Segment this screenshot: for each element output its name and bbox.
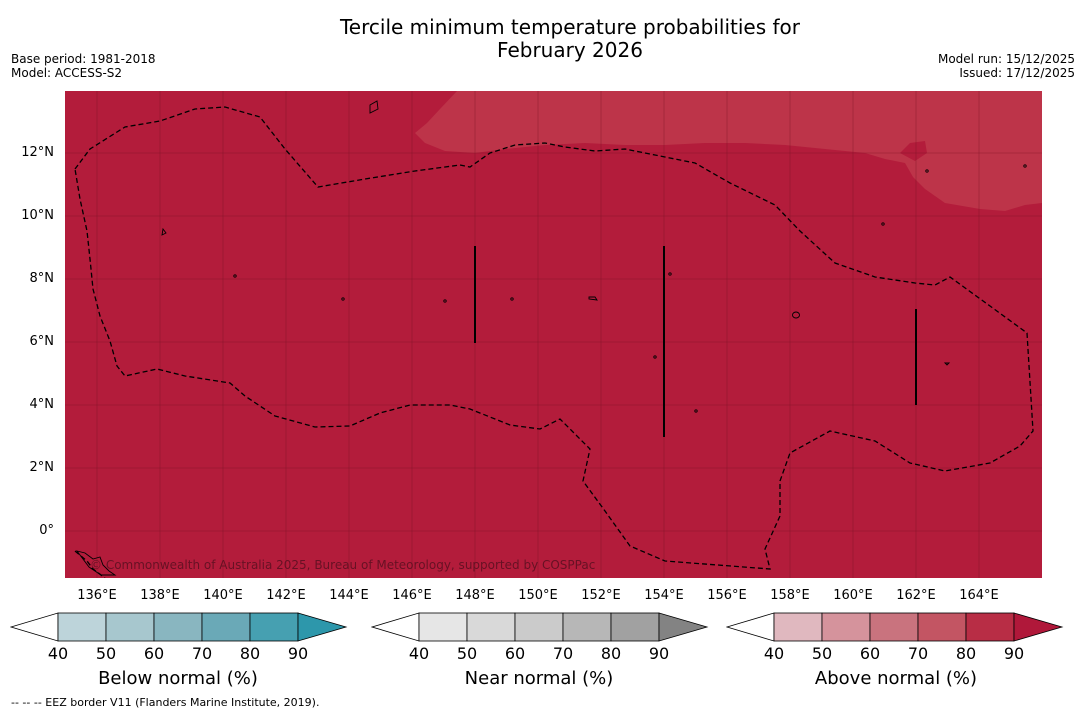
colorbar-title: Above normal (%) [814,668,978,689]
colorbar-tick: 60 [504,644,526,663]
higher-probability-region [415,91,1042,211]
lon-label: 138°E [140,588,180,603]
map-background [65,91,1042,578]
colorbar-segment [821,612,871,642]
colorbar-segment [1013,612,1064,642]
colorbar-segment [297,612,348,642]
lon-label: 160°E [833,588,873,603]
lon-label: 152°E [581,588,621,603]
colorbar-tick: 90 [287,644,309,663]
colorbar-title: Near normal (%) [464,668,614,689]
lon-label: 158°E [770,588,810,603]
colorbar-near-normal [371,612,709,642]
colorbar-above-normal [726,612,1064,642]
eez-footnote: -- -- -- EEZ border V11 (Flanders Marine… [11,696,320,709]
lon-label: 140°E [203,588,243,603]
colorbar-segment [869,612,919,642]
colorbar-segment [153,612,203,642]
colorbar-segment [965,612,1015,642]
colorbar-segment [249,612,299,642]
lat-label: 2°N [29,460,55,475]
higher-probability-region [900,141,927,161]
colorbar-segment [610,612,660,642]
lat-label: 4°N [29,397,55,412]
colorbar-segment [726,612,775,642]
colorbar-tick: 70 [191,644,213,663]
colorbar-tick: 70 [907,644,929,663]
colorbar-tick: 60 [859,644,881,663]
colorbar-segment [658,612,709,642]
copyright-credit: © Commonwealth of Australia 2025, Bureau… [90,558,596,572]
map-panel: © Commonwealth of Australia 2025, Bureau… [65,91,1042,578]
lat-label: 12°N [21,145,54,160]
lon-label: 142°E [266,588,306,603]
colorbar-tick: 50 [811,644,833,663]
lon-label: 156°E [707,588,747,603]
colorbar-tick: 50 [456,644,478,663]
colorbar-tick: 40 [763,644,785,663]
model-run-text: Model run: 15/12/2025 [937,52,1075,66]
colorbar-tick: 40 [47,644,69,663]
model-text: Model: ACCESS-S2 [11,66,123,80]
lon-label: 146°E [392,588,432,603]
lon-label: 136°E [77,588,117,603]
colorbar-below-normal [10,612,348,642]
colorbar-segment [514,612,564,642]
colorbar-tick: 90 [648,644,670,663]
colorbar-segment [371,612,420,642]
colorbar-tick: 60 [143,644,165,663]
lon-label: 150°E [518,588,558,603]
small-islands [75,100,1027,576]
colorbar-tick: 80 [239,644,261,663]
island-markers [474,246,917,437]
colorbar-title: Below normal (%) [98,668,258,689]
colorbar-segment [917,612,967,642]
chart-title: Tercile minimum temperature probabilitie… [0,16,1085,62]
issued-text: Issued: 17/12/2025 [959,66,1075,80]
lon-label: 162°E [896,588,936,603]
colorbar-tick: 40 [408,644,430,663]
colorbar-tick: 80 [600,644,622,663]
base-period-text: Base period: 1981-2018 [11,52,156,66]
colorbar-tick: 50 [95,644,117,663]
meta-left: Base period: 1981-2018 Model: ACCESS-S2 [11,52,156,80]
lon-label: 144°E [329,588,369,603]
colorbar-segment [10,612,59,642]
lat-label: 10°N [21,208,54,223]
lon-label: 154°E [644,588,684,603]
lat-label: 0° [39,523,54,538]
meta-right: Model run: 15/12/2025 Issued: 17/12/2025 [938,52,1075,80]
colorbar-segment [466,612,516,642]
colorbar-segment [201,612,251,642]
colorbar-tick: 70 [552,644,574,663]
lat-label: 8°N [29,271,55,286]
colorbar-segment [562,612,612,642]
lat-label: 6°N [29,334,55,349]
gridlines [65,91,1042,578]
title-line-1: Tercile minimum temperature probabilitie… [339,15,801,39]
colorbar-segment [57,612,107,642]
colorbar-segment [418,612,468,642]
title-line-2: February 2026 [497,38,643,62]
colorbar-segment [105,612,155,642]
lon-label: 164°E [959,588,999,603]
colorbar-tick: 90 [1003,644,1025,663]
colorbar-segment [773,612,823,642]
map-svg [65,91,1042,578]
colorbar-tick: 80 [955,644,977,663]
eez-border [74,106,1034,570]
lon-label: 148°E [455,588,495,603]
